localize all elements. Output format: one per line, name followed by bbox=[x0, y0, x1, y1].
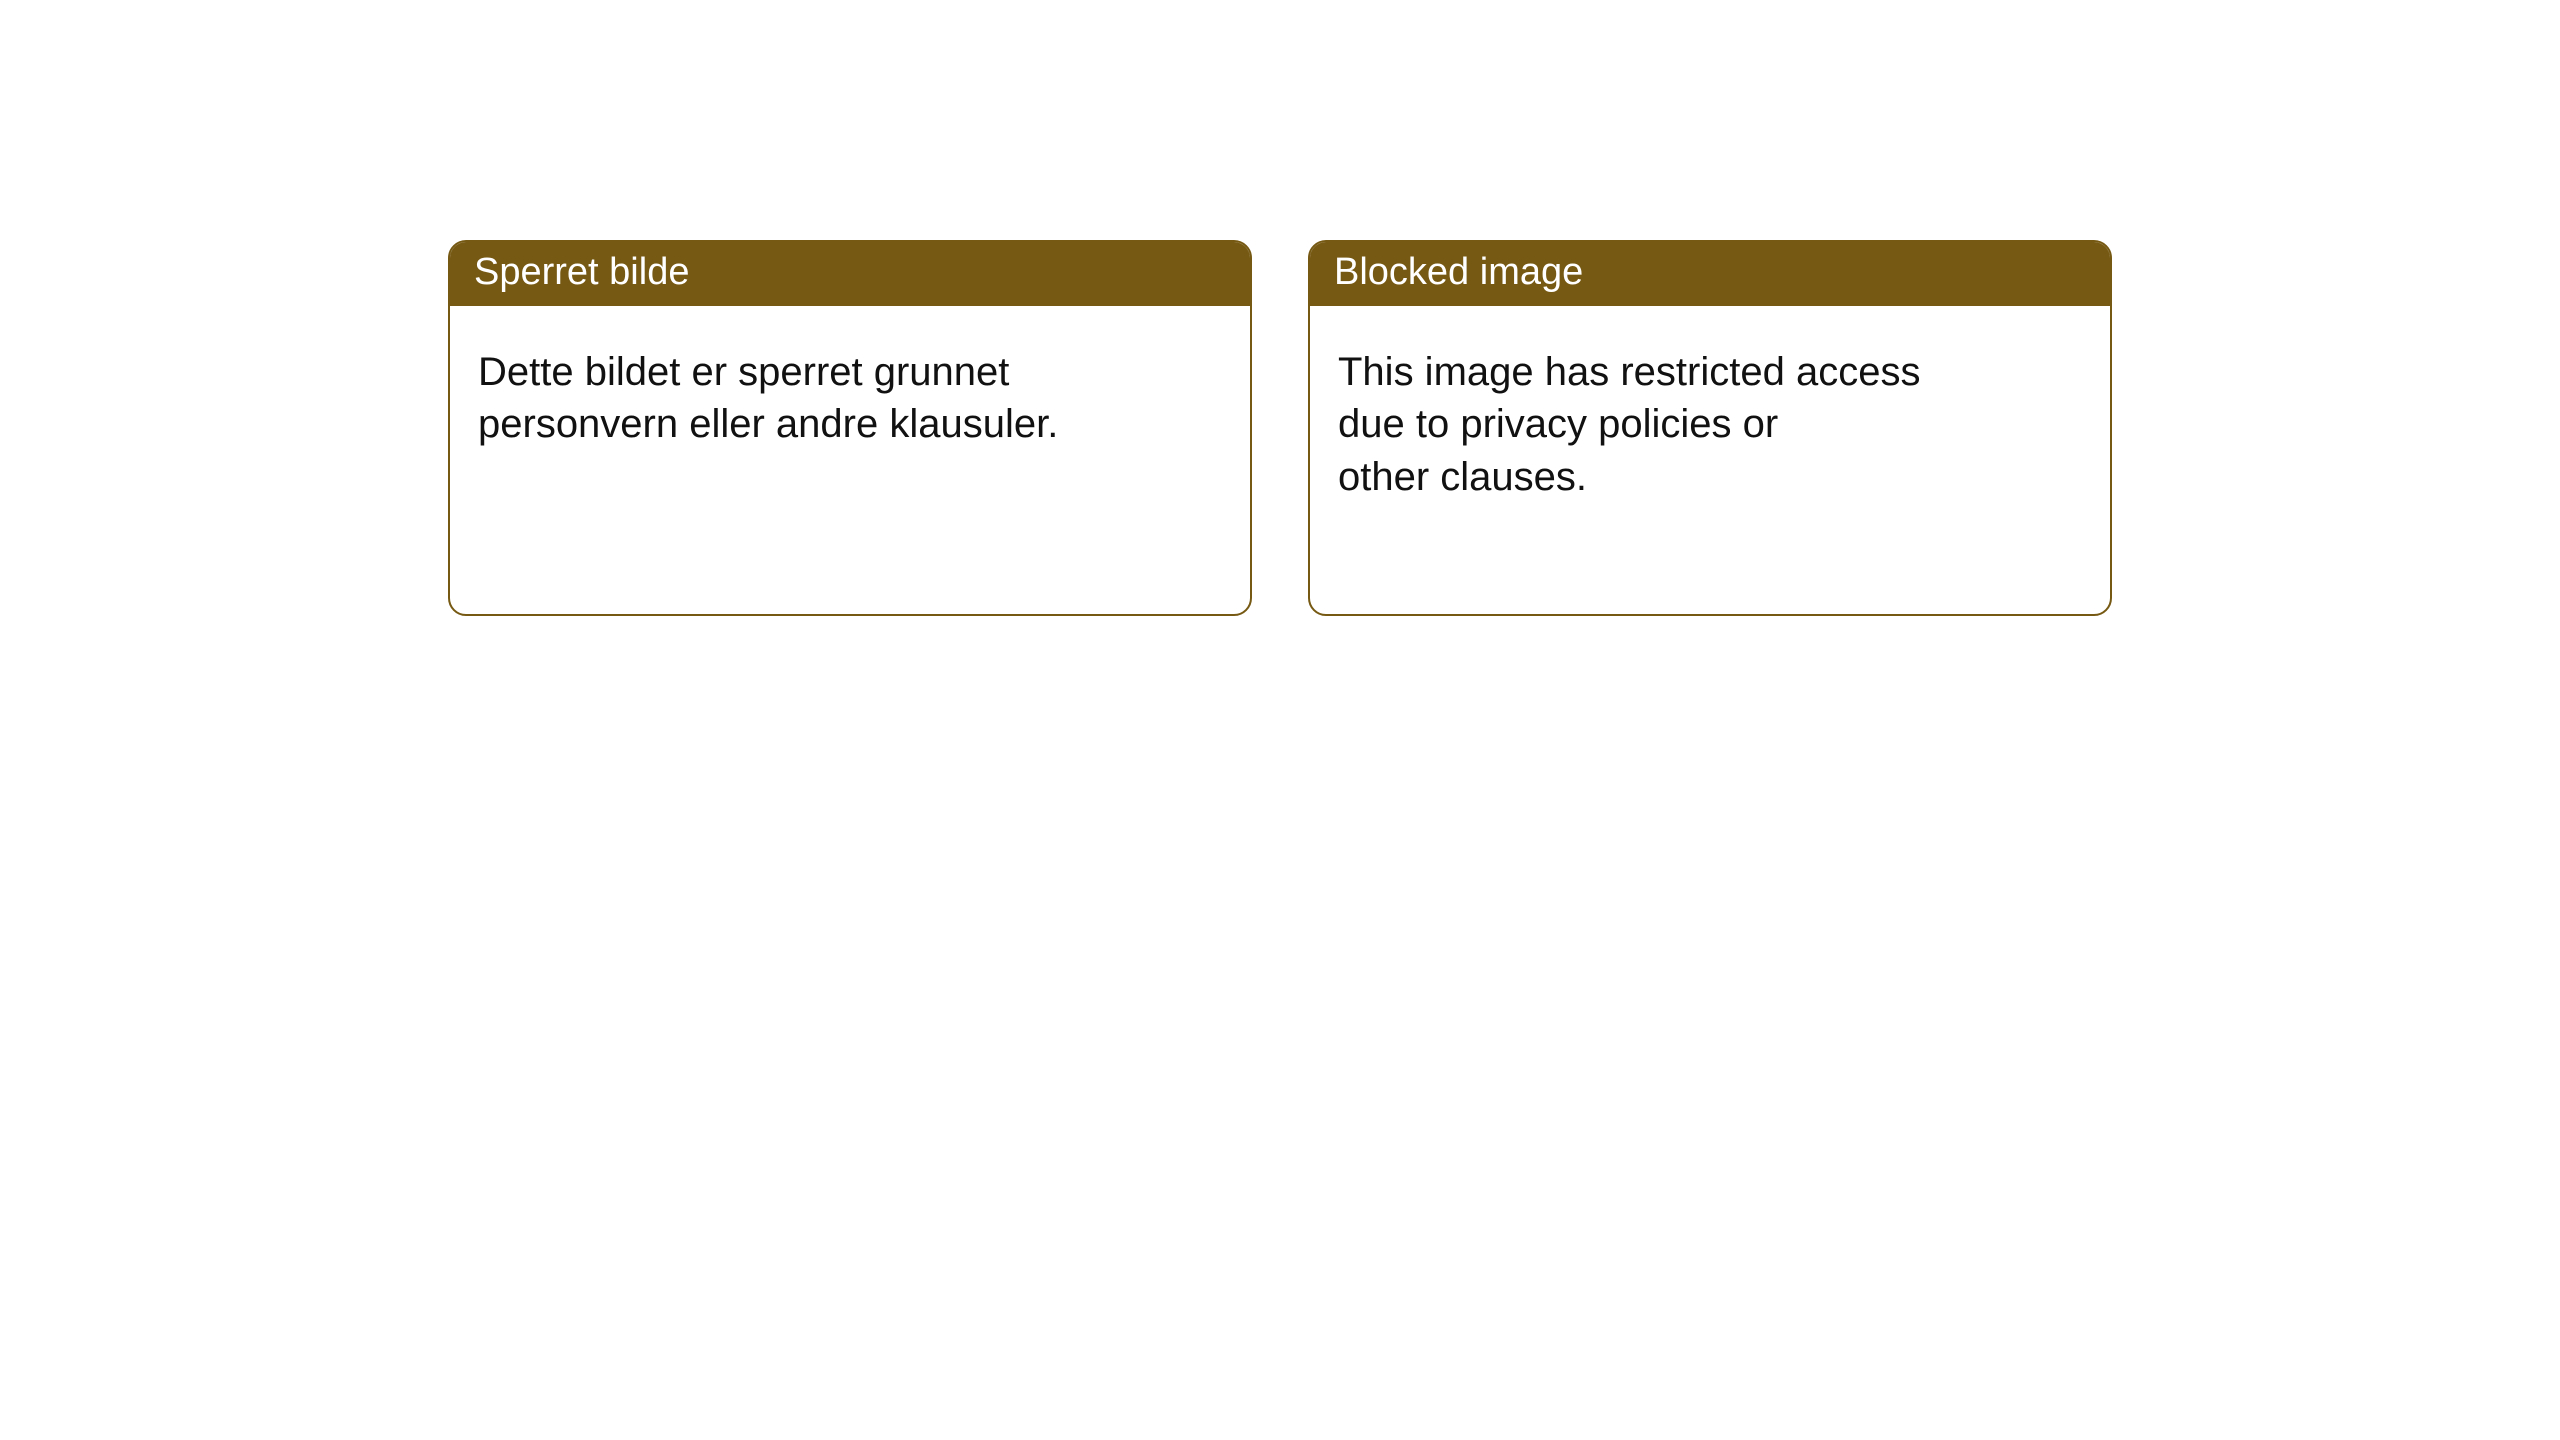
card-header: Sperret bilde bbox=[450, 242, 1250, 306]
notice-cards-container: Sperret bilde Dette bildet er sperret gr… bbox=[0, 0, 2560, 616]
blocked-image-card-no: Sperret bilde Dette bildet er sperret gr… bbox=[448, 240, 1252, 616]
card-body-text: This image has restricted access due to … bbox=[1310, 306, 2110, 614]
card-header: Blocked image bbox=[1310, 242, 2110, 306]
blocked-image-card-en: Blocked image This image has restricted … bbox=[1308, 240, 2112, 616]
card-body-text: Dette bildet er sperret grunnet personve… bbox=[450, 306, 1250, 562]
